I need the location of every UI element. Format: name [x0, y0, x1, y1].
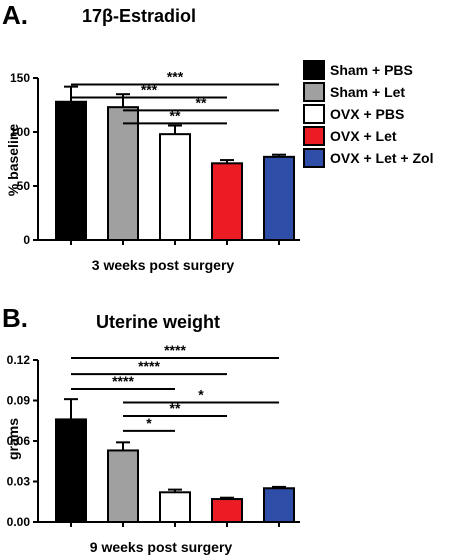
y-tick-label: 0.12	[7, 353, 31, 367]
bar	[107, 449, 139, 524]
y-tick-label: 100	[10, 125, 30, 139]
panel-a-title: 17β-Estradiol	[82, 6, 196, 26]
significance-label: *	[198, 387, 204, 403]
panel-b-plot: 0.000.030.060.090.12****************	[7, 342, 300, 529]
legend-swatch	[303, 148, 325, 168]
legend-label: OVX + Let	[330, 128, 397, 144]
legend-swatch	[303, 82, 325, 102]
panel-a-ylabel: % baseline	[5, 124, 21, 197]
y-tick-label: 0.00	[7, 515, 31, 529]
panel-b-ylabel: grams	[5, 418, 21, 460]
bar	[263, 487, 295, 523]
bar	[159, 491, 191, 523]
bar	[55, 418, 87, 523]
panel-b-letter: B.	[2, 303, 28, 333]
y-tick-label: 0.03	[7, 475, 31, 489]
bar	[263, 155, 295, 241]
panel-b-title: Uterine weight	[96, 312, 220, 332]
legend-label: Sham + PBS	[330, 62, 413, 78]
panel-b-xlabel: 9 weeks post surgery	[90, 539, 233, 555]
panel-a-letter: A.	[2, 0, 28, 30]
y-tick-label: 150	[10, 71, 30, 85]
panel-a-xlabel: 3 weeks post surgery	[92, 257, 235, 273]
legend-label: OVX + PBS	[330, 106, 404, 122]
legend-label: Sham + Let	[330, 84, 405, 100]
y-tick-label: 0	[23, 233, 30, 247]
legend-swatch	[303, 60, 325, 80]
significance-label: **	[170, 107, 181, 123]
significance-label: **	[170, 400, 181, 416]
bar	[211, 498, 243, 523]
significance-label: ****	[112, 373, 134, 389]
significance-label: ****	[138, 358, 160, 374]
legend-swatch	[303, 126, 325, 146]
legend: Sham + PBS Sham + Let OVX + PBS OVX + Let OV…	[303, 60, 433, 168]
bar	[159, 133, 191, 241]
significance-label: *	[146, 415, 152, 431]
significance-label: ***	[167, 68, 184, 84]
bar	[107, 106, 139, 241]
bar	[211, 162, 243, 242]
y-tick-label: 50	[17, 179, 31, 193]
bar	[55, 100, 87, 242]
legend-swatch	[303, 104, 325, 124]
legend-label: OVX + Let + Zol	[330, 150, 433, 166]
y-tick-label: 0.09	[7, 394, 31, 408]
y-tick-label: 0.06	[7, 434, 31, 448]
significance-label: ****	[164, 342, 186, 358]
significance-label: **	[196, 94, 207, 110]
significance-label: ***	[141, 81, 158, 97]
